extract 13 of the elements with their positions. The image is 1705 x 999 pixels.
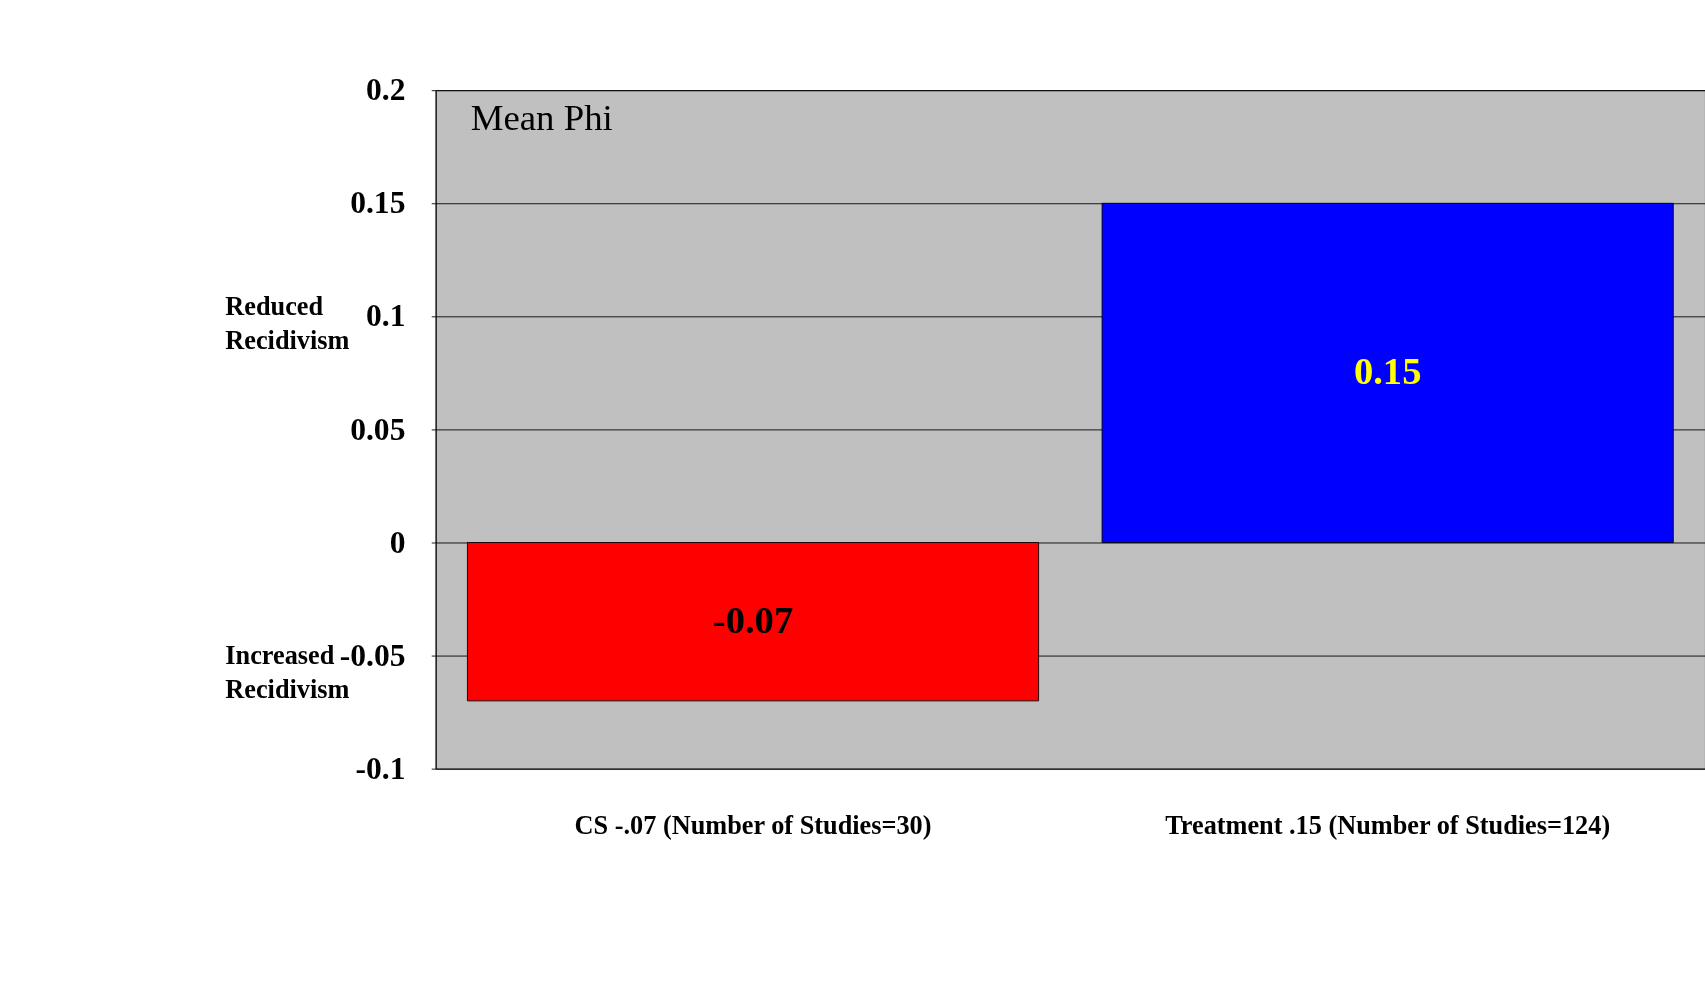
y-tick-label: -0.05 bbox=[339, 637, 406, 673]
x-tick-label: CS -.07 (Number of Studies=30) bbox=[574, 811, 932, 841]
data-label: -0.07 bbox=[712, 599, 794, 642]
annotation: Mean Phi bbox=[470, 96, 613, 138]
y-tick-label: 0 bbox=[389, 524, 406, 560]
y-tick-label: 0.1 bbox=[365, 298, 406, 334]
y-tick-label: 0.2 bbox=[365, 72, 406, 108]
y-tick-label: 0.05 bbox=[350, 411, 406, 447]
y-tick-label: 0.15 bbox=[350, 185, 406, 221]
text: Reduced Recidivism bbox=[225, 291, 350, 355]
data-label: 0.15 bbox=[1353, 350, 1422, 393]
y-tick-label: -0.1 bbox=[355, 750, 406, 786]
x-tick-label: Treatment .15 (Number of Studies=124) bbox=[1165, 811, 1611, 841]
